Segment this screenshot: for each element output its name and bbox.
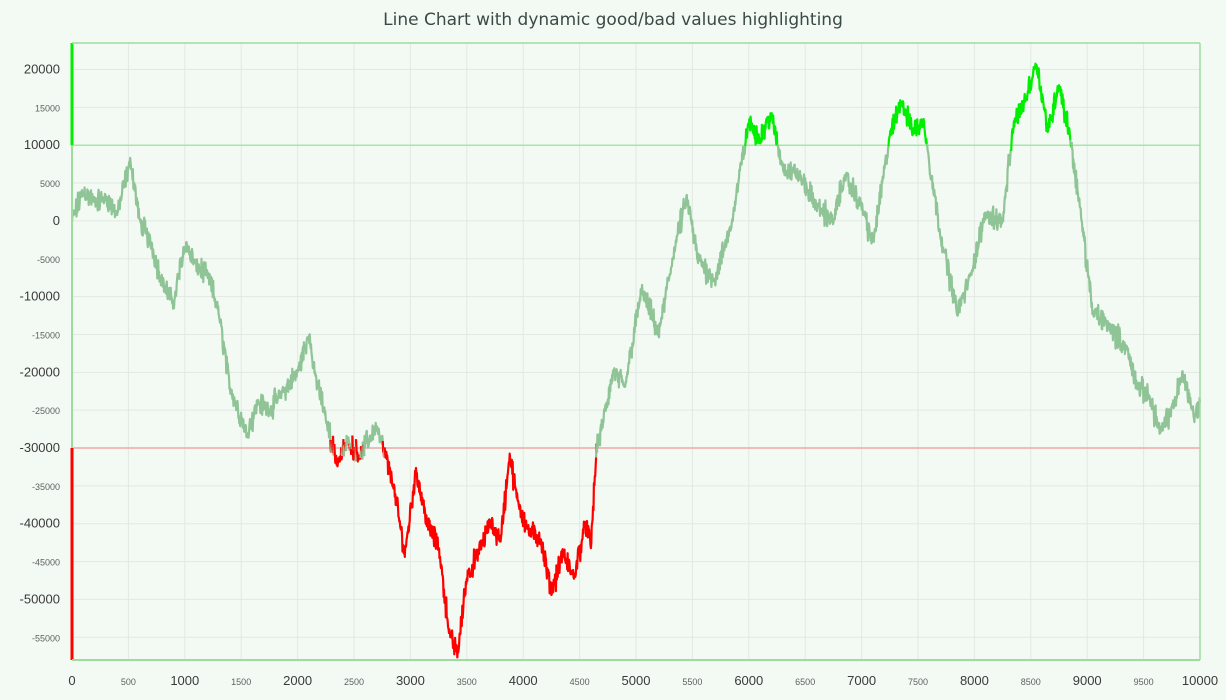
y-tick-label: -30000 [20, 440, 60, 455]
y-tick-label: -45000 [32, 558, 60, 568]
y-tick-label: -10000 [20, 289, 60, 304]
y-tick-label: -55000 [32, 633, 60, 643]
x-tick-label: 0 [68, 673, 75, 688]
x-tick-label: 9500 [1134, 677, 1154, 687]
x-tick-label: 7500 [908, 677, 928, 687]
y-tick-label: -35000 [32, 482, 60, 492]
y-tick-label: -50000 [20, 591, 60, 606]
x-tick-label: 2500 [344, 677, 364, 687]
series-segment-normal [926, 144, 1013, 317]
series-segment-bad [349, 446, 353, 456]
series-segment-bad [333, 443, 342, 468]
x-tick-label: 3500 [457, 677, 477, 687]
x-tick-label: 5500 [682, 677, 702, 687]
y-tick-label: 0 [53, 213, 60, 228]
x-tick-label: 1500 [231, 677, 251, 687]
series-segment-normal [363, 421, 384, 457]
y-axis-ticks: 20000 15000 10000 5000 0 -5000 -10000 -15000 -20… [20, 61, 60, 643]
x-tick-label: 4500 [570, 677, 590, 687]
series-segment-normal [777, 144, 890, 245]
x-tick-label: 3000 [396, 673, 425, 688]
axis-layer [70, 42, 1201, 661]
series-segment-normal [70, 156, 332, 440]
y-tick-label: -25000 [32, 406, 60, 416]
x-tick-label: 1000 [170, 673, 199, 688]
series-segment-normal [1070, 142, 1202, 435]
grid-layer [71, 43, 1201, 660]
x-tick-label: 8000 [960, 673, 989, 688]
y-tick-label: 5000 [40, 179, 60, 189]
x-tick-label: 6000 [734, 673, 763, 688]
x-tick-label: 10000 [1182, 673, 1218, 688]
y-tick-label: -15000 [32, 330, 60, 340]
y-tick-label: 15000 [35, 103, 60, 113]
y-tick-label: -20000 [20, 364, 60, 379]
series-segment-good [887, 99, 928, 147]
x-tick-label: 2000 [283, 673, 312, 688]
series-segment-normal [345, 434, 351, 451]
series-segment-normal [595, 145, 747, 453]
series-segment-good [744, 112, 779, 147]
x-tick-label: 7000 [847, 673, 876, 688]
y-tick-label: 20000 [24, 61, 60, 76]
x-tick-label: 4000 [509, 673, 538, 688]
chart-title: Line Chart with dynamic good/bad values … [383, 10, 843, 30]
x-axis-ticks: 0 500 1000 1500 2000 2500 3000 3500 4000 4500 5000… [68, 673, 1218, 688]
series-segment-bad [383, 447, 598, 659]
series-segment-bad [351, 435, 355, 461]
x-tick-label: 5000 [622, 673, 651, 688]
y-tick-label: 10000 [24, 137, 60, 152]
x-tick-label: 6500 [795, 677, 815, 687]
x-tick-label: 9000 [1073, 673, 1102, 688]
y-tick-label: -5000 [37, 255, 60, 265]
x-tick-label: 8500 [1021, 677, 1041, 687]
series-layer [70, 62, 1202, 659]
x-tick-label: 500 [121, 677, 136, 687]
series-segment-good [1010, 62, 1072, 152]
y-tick-label: -40000 [20, 516, 60, 531]
